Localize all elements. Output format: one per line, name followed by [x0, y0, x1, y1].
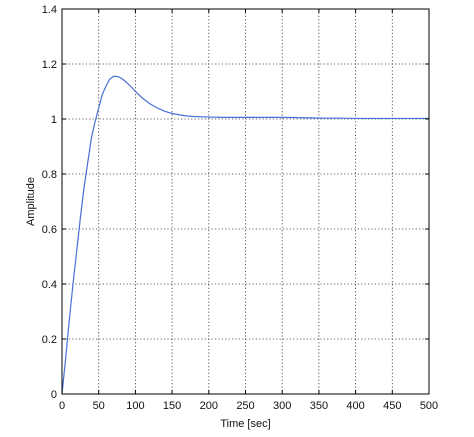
x-tick-label: 100: [126, 400, 144, 412]
x-tick-label: 300: [273, 400, 291, 412]
y-tick-label: 0: [51, 389, 57, 401]
y-tick-label: 0.4: [42, 279, 57, 291]
x-tick-labels: 0 50 100 150 200 250 300 350 400 450 500: [59, 9, 438, 412]
y-tick-labels: 0 0.2 0.4 0.6 0.8 1 1.2 1.4: [42, 4, 429, 401]
y-tick-label: 1: [51, 114, 57, 126]
y-tick-label: 0.6: [42, 224, 57, 236]
x-tick-label: 0: [59, 400, 65, 412]
x-axis-label: Time [sec]: [220, 418, 270, 430]
x-tick-label: 350: [310, 400, 328, 412]
y-axis-label: Amplitude: [25, 177, 37, 226]
x-tick-label: 200: [200, 400, 218, 412]
y-tick-label: 1.2: [42, 59, 57, 71]
y-tick-label: 1.4: [42, 4, 57, 16]
series-layer: [61, 75, 429, 395]
x-tick-label: 50: [93, 400, 105, 412]
x-tick-label: 400: [346, 400, 364, 412]
x-tick-label: 250: [236, 400, 254, 412]
y-tick-label: 0.2: [42, 334, 57, 346]
y-tick-label: 0.8: [42, 169, 57, 181]
response-line: [61, 75, 429, 395]
x-tick-label: 500: [420, 400, 438, 412]
grid-layer: [62, 9, 429, 394]
x-tick-label: 450: [383, 400, 401, 412]
x-tick-label: 150: [163, 400, 181, 412]
